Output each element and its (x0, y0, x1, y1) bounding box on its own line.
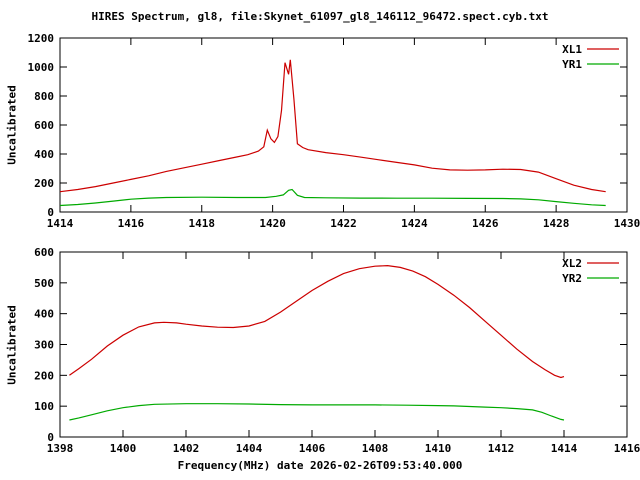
svg-text:1412: 1412 (488, 442, 515, 455)
svg-text:1420: 1420 (259, 217, 286, 230)
svg-text:1414: 1414 (47, 217, 74, 230)
chart-title: HIRES Spectrum, gl8, file:Skynet_61097_g… (91, 10, 549, 23)
svg-text:1414: 1414 (551, 442, 578, 455)
svg-text:0: 0 (47, 206, 54, 219)
svg-text:1000: 1000 (28, 61, 55, 74)
svg-text:600: 600 (34, 246, 54, 259)
svg-text:200: 200 (34, 369, 54, 382)
svg-text:1428: 1428 (543, 217, 570, 230)
svg-text:600: 600 (34, 119, 54, 132)
svg-text:800: 800 (34, 90, 54, 103)
svg-text:1418: 1418 (189, 217, 216, 230)
x-axis-label: Frequency(MHz) date 2026-02-26T09:53:40.… (177, 459, 463, 472)
svg-text:1424: 1424 (401, 217, 428, 230)
svg-text:1416: 1416 (614, 442, 640, 455)
svg-text:XL2: XL2 (562, 257, 582, 270)
svg-text:1408: 1408 (362, 442, 389, 455)
svg-text:500: 500 (34, 277, 54, 290)
svg-text:300: 300 (34, 339, 54, 352)
svg-text:YR1: YR1 (562, 58, 582, 71)
svg-text:1430: 1430 (614, 217, 640, 230)
svg-text:1398: 1398 (47, 442, 74, 455)
svg-text:1406: 1406 (299, 442, 326, 455)
spectrum-chart-bottom: 1398 1400 1402 1404 1406 1408 1410 1412 1414 1416… (34, 246, 640, 455)
svg-text:XL1: XL1 (562, 43, 582, 56)
svg-text:1200: 1200 (28, 32, 55, 45)
svg-text:1404: 1404 (236, 442, 263, 455)
svg-text:1416: 1416 (118, 217, 145, 230)
svg-text:YR2: YR2 (562, 272, 582, 285)
svg-text:200: 200 (34, 177, 54, 190)
svg-text:400: 400 (34, 148, 54, 161)
svg-text:100: 100 (34, 400, 54, 413)
svg-text:1402: 1402 (173, 442, 200, 455)
svg-text:1426: 1426 (472, 217, 499, 230)
svg-text:1422: 1422 (330, 217, 357, 230)
svg-text:0: 0 (47, 431, 54, 444)
svg-text:1410: 1410 (425, 442, 452, 455)
spectrum-chart-top: 1414 1416 1418 1420 1422 1424 1426 1428 1430 0 200… (28, 32, 640, 230)
svg-text:1400: 1400 (110, 442, 137, 455)
svg-text:400: 400 (34, 308, 54, 321)
